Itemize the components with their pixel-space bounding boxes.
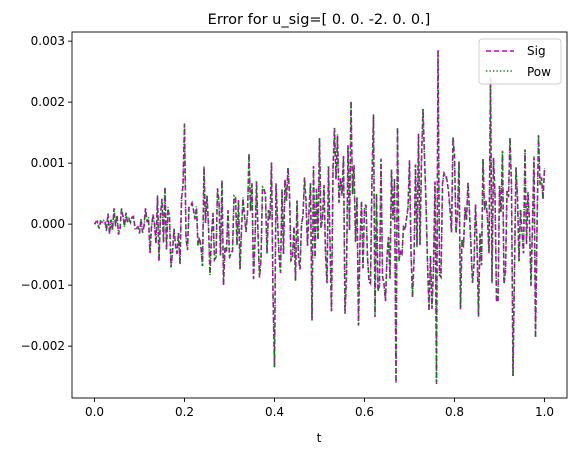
x-tick-label: 0.0 (85, 405, 104, 419)
plot-frame (71, 31, 568, 399)
plot-area (72, 32, 567, 398)
legend-label-pow: Pow (527, 65, 551, 79)
x-tick-label: 0.6 (355, 405, 374, 419)
y-tick-label: 0.001 (31, 156, 65, 170)
y-tick-label: −0.001 (21, 278, 65, 292)
x-tick-label: 1.0 (535, 405, 554, 419)
x-tick-label: 0.4 (265, 405, 284, 419)
legend: Sig Pow (478, 38, 562, 85)
y-tick-label: −0.002 (21, 339, 65, 353)
x-tick-label: 0.2 (175, 405, 194, 419)
series-layer (93, 49, 546, 384)
x-tick-label: 0.8 (445, 405, 464, 419)
x-axis: 0.0 0.2 0.4 0.6 0.8 1.0 (85, 398, 554, 419)
y-tick-label: 0.003 (31, 34, 65, 48)
series-line-pow (94, 50, 546, 384)
y-tick-label: 0.000 (31, 217, 65, 231)
x-axis-label: t (317, 431, 322, 445)
y-tick-label: 0.002 (31, 95, 65, 109)
y-axis: −0.002 −0.001 0.000 0.001 0.002 0.003 (21, 34, 72, 353)
legend-box (478, 38, 562, 85)
legend-label-sig: Sig (527, 44, 546, 58)
chart-title: Error for u_sig=[ 0. 0. -2. 0. 0.] (208, 12, 431, 28)
